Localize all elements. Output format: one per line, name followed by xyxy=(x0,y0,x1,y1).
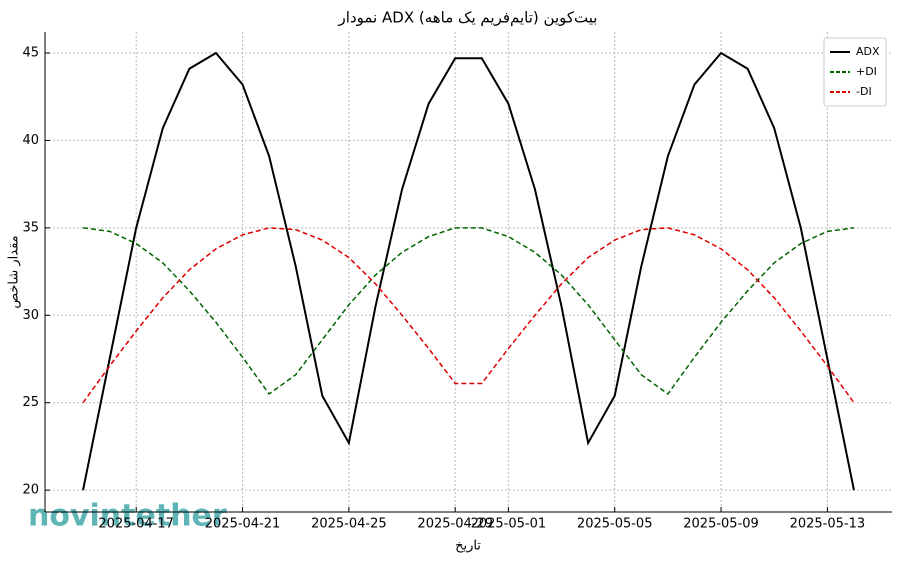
watermark: novintether xyxy=(28,499,227,534)
x-tick-label: 2025-04-21 xyxy=(205,517,281,532)
x-tick-label: 2025-04-25 xyxy=(311,517,387,532)
y-tick-label: 40 xyxy=(22,133,39,148)
legend-box xyxy=(823,37,887,107)
x-tick-label: 2025-05-01 xyxy=(471,517,547,532)
x-axis-label: تاریخ xyxy=(455,539,481,554)
y-tick-label: 30 xyxy=(22,308,39,323)
x-tick-label: 2025-04-17 xyxy=(98,517,174,532)
y-axis-label: مقدار شاخص xyxy=(7,235,22,308)
y-tick-label: 25 xyxy=(22,395,39,410)
chart-title: نمودار ADX بیت‌کوین (تایم‌فریم یک ماهه) xyxy=(338,9,598,27)
legend-label: -DI xyxy=(856,85,872,98)
line-series xyxy=(82,51,855,491)
y-tick-label: 35 xyxy=(22,220,39,235)
y-tick-label: 45 xyxy=(22,45,39,60)
legend-label: +DI xyxy=(856,65,877,78)
x-tick-label: 2025-05-09 xyxy=(683,517,759,532)
y-tick-label: 20 xyxy=(22,483,39,498)
x-tick-label: 2025-05-13 xyxy=(790,517,866,532)
line-series xyxy=(82,227,855,396)
x-tick-label: 2025-05-05 xyxy=(577,517,653,532)
x-tick-label: 2025-04-29 xyxy=(417,517,493,532)
legend-label: ADX xyxy=(856,45,880,58)
